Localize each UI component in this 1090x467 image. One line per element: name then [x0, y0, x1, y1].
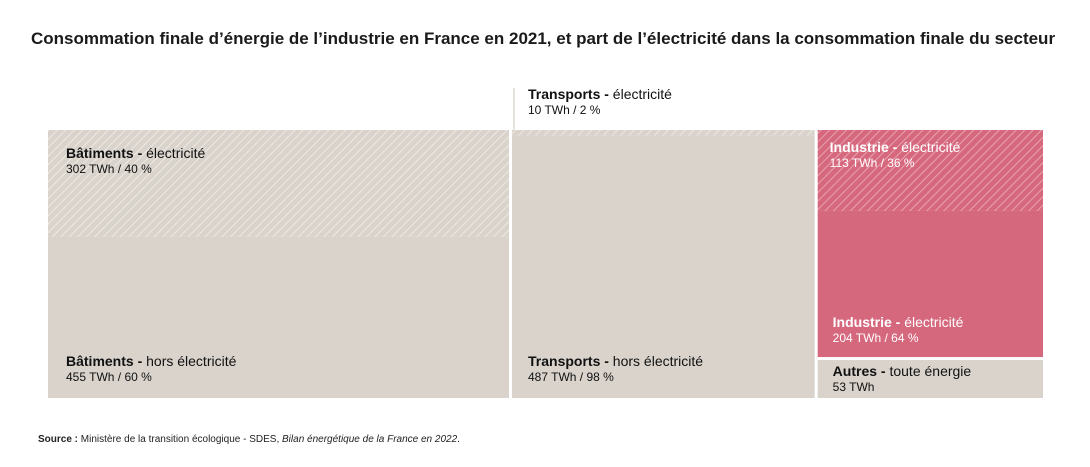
label-industrie-electricite-hatched-title: Industrie - électricité: [830, 139, 961, 155]
label-industrie-electricite-hatched-detail: électricité: [901, 139, 960, 155]
cell-batiments-electricite: [48, 130, 510, 237]
cell-industrie-electricite: [817, 210, 1043, 358]
label-batiments-electricite-sector: Bâtiments -: [66, 145, 146, 161]
label-batiments-hors-electricite-detail: hors électricité: [146, 353, 236, 369]
label-batiments-electricite-value: 302 TWh / 40 %: [66, 162, 152, 176]
source-text: Ministère de la transition écologique - …: [80, 434, 283, 445]
cell-industrie-electricite-hatched: [817, 130, 1043, 211]
label-industrie-electricite-sector: Industrie -: [833, 314, 905, 330]
label-transports-hors-electricite-sector: Transports -: [528, 353, 613, 369]
label-industrie-electricite-hatched-sector: Industrie -: [830, 139, 902, 155]
cell-transports-electricite: [512, 130, 815, 136]
label-batiments-hors-electricite-value: 455 TWh / 60 %: [66, 370, 152, 384]
source-label: Source :: [38, 434, 79, 445]
label-batiments-electricite-title: Bâtiments - électricité: [66, 145, 205, 161]
label-autres-value: 53 TWh: [833, 380, 875, 394]
label-autres-detail: toute énergie: [889, 363, 971, 379]
label-transports-electricite-sector: Transports -: [528, 86, 613, 102]
label-transports-electricite-title: Transports - électricité: [528, 86, 672, 102]
cell-batiments-hors-electricite: [48, 236, 510, 398]
label-batiments-hors-electricite-title: Bâtiments - hors électricité: [66, 353, 237, 369]
cell-transports-hors-electricite: [512, 135, 815, 399]
label-industrie-electricite-detail: électricité: [904, 314, 963, 330]
source-italic: Bilan énergétique de la France en 2022: [282, 434, 458, 445]
chart-title: Consommation finale d’énergie de l’indus…: [31, 29, 1056, 48]
label-autres-title: Autres - toute énergie: [833, 363, 972, 379]
label-transports-electricite-detail: électricité: [613, 86, 672, 102]
label-industrie-electricite-hatched-value: 113 TWh / 36 %: [830, 156, 915, 170]
label-batiments-hors-electricite-sector: Bâtiments -: [66, 353, 146, 369]
label-transports-hors-electricite-detail: hors électricité: [613, 353, 703, 369]
label-batiments-electricite-detail: électricité: [146, 145, 205, 161]
source-note: Source : Ministère de la transition écol…: [38, 434, 460, 445]
label-autres-sector: Autres -: [833, 363, 890, 379]
source-end: .: [457, 434, 460, 445]
cell-autres: [817, 360, 1043, 398]
label-transports-hors-electricite-value: 487 TWh / 98 %: [528, 370, 614, 384]
label-industrie-electricite-value: 204 TWh / 64 %: [833, 331, 919, 345]
label-transports-electricite-value: 10 TWh / 2 %: [528, 103, 601, 117]
label-transports-hors-electricite-title: Transports - hors électricité: [528, 353, 703, 369]
label-industrie-electricite-title: Industrie - électricité: [833, 314, 964, 330]
